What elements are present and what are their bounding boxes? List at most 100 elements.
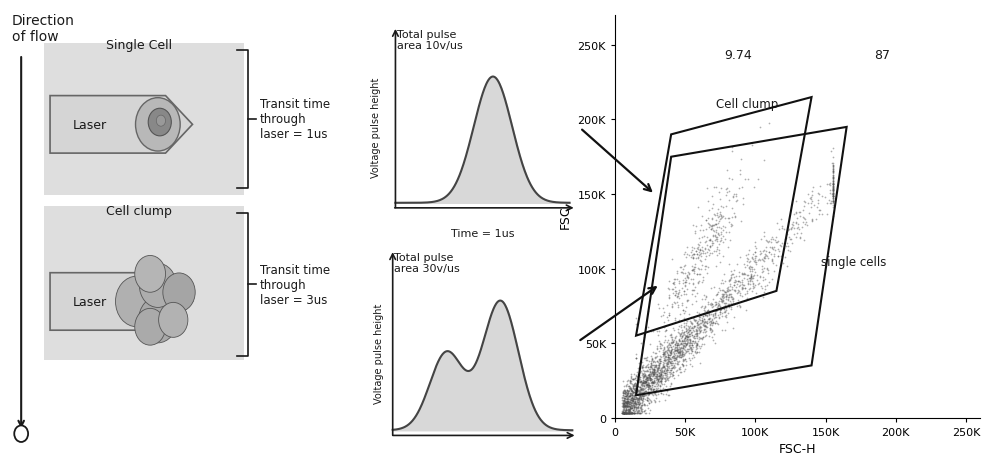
Point xyxy=(621,409,637,417)
Point xyxy=(649,375,665,383)
Point xyxy=(616,409,632,417)
Point xyxy=(718,291,734,298)
Point xyxy=(636,380,652,387)
Point xyxy=(632,404,648,411)
Point xyxy=(668,346,684,353)
Point xyxy=(655,312,671,319)
Point xyxy=(632,386,648,393)
Point xyxy=(709,210,725,218)
Point xyxy=(645,368,661,375)
Point xyxy=(633,386,649,393)
Point xyxy=(715,294,731,302)
Point xyxy=(623,391,639,398)
Point xyxy=(641,400,657,407)
Point xyxy=(622,376,638,384)
Point xyxy=(638,379,654,386)
Point xyxy=(672,341,688,348)
Point xyxy=(646,379,662,386)
Point xyxy=(676,328,692,336)
Point xyxy=(623,386,639,394)
Point xyxy=(717,299,733,307)
Point xyxy=(618,401,634,409)
Point xyxy=(668,356,684,363)
Point xyxy=(725,294,741,302)
Point xyxy=(752,274,768,281)
Point xyxy=(684,301,700,308)
Point xyxy=(707,319,723,327)
Point xyxy=(622,391,638,398)
Point xyxy=(690,321,706,328)
Point xyxy=(690,255,706,263)
Point xyxy=(825,193,841,201)
Point xyxy=(727,213,743,221)
Point xyxy=(678,328,694,336)
Point xyxy=(685,325,701,332)
Point xyxy=(634,390,650,397)
Point xyxy=(759,252,775,260)
Point xyxy=(825,200,841,207)
Point xyxy=(629,409,645,417)
Point xyxy=(678,303,694,310)
Point xyxy=(732,282,748,289)
Point xyxy=(691,335,707,342)
Point xyxy=(675,350,691,358)
Point xyxy=(715,253,731,261)
Point xyxy=(697,246,713,253)
Point xyxy=(713,235,729,242)
Point xyxy=(694,341,710,348)
Point xyxy=(702,250,718,257)
Point xyxy=(624,392,640,399)
Point xyxy=(773,243,789,250)
Point xyxy=(650,362,666,369)
Point xyxy=(633,394,649,402)
Circle shape xyxy=(163,273,195,312)
Point xyxy=(757,276,773,283)
Point xyxy=(755,274,771,281)
Point xyxy=(615,391,631,398)
Point xyxy=(626,383,642,390)
Point xyxy=(756,258,772,265)
Point xyxy=(804,197,820,205)
Point xyxy=(659,388,675,395)
Point xyxy=(674,299,690,307)
Point xyxy=(680,274,696,282)
Point xyxy=(615,409,631,417)
Point xyxy=(626,403,642,410)
Point xyxy=(636,372,652,380)
Point xyxy=(678,341,694,348)
Point xyxy=(749,277,765,284)
Point xyxy=(712,238,728,245)
Point xyxy=(692,239,708,246)
Point xyxy=(662,373,678,380)
Point xyxy=(754,263,770,270)
Point xyxy=(614,409,630,417)
Point xyxy=(677,279,693,286)
Point xyxy=(661,364,677,371)
Point xyxy=(667,315,683,322)
Point xyxy=(634,381,650,389)
Point xyxy=(628,387,644,394)
Point xyxy=(726,286,742,294)
Polygon shape xyxy=(50,273,192,330)
Point xyxy=(616,403,632,410)
Point xyxy=(732,253,748,261)
Point xyxy=(803,204,819,212)
Point xyxy=(614,394,630,401)
Point xyxy=(786,225,802,232)
Point xyxy=(643,376,659,383)
Point xyxy=(623,401,639,409)
Point xyxy=(657,347,673,355)
Point xyxy=(649,367,665,375)
Point xyxy=(619,402,635,409)
Point xyxy=(675,344,691,352)
Point xyxy=(634,378,650,386)
Point xyxy=(825,179,841,187)
Point xyxy=(701,207,717,214)
Point xyxy=(732,167,748,174)
Point xyxy=(675,361,691,369)
Point xyxy=(656,360,672,367)
Point xyxy=(686,354,702,361)
Point xyxy=(619,387,635,395)
Point xyxy=(692,328,708,336)
Point xyxy=(638,387,654,395)
